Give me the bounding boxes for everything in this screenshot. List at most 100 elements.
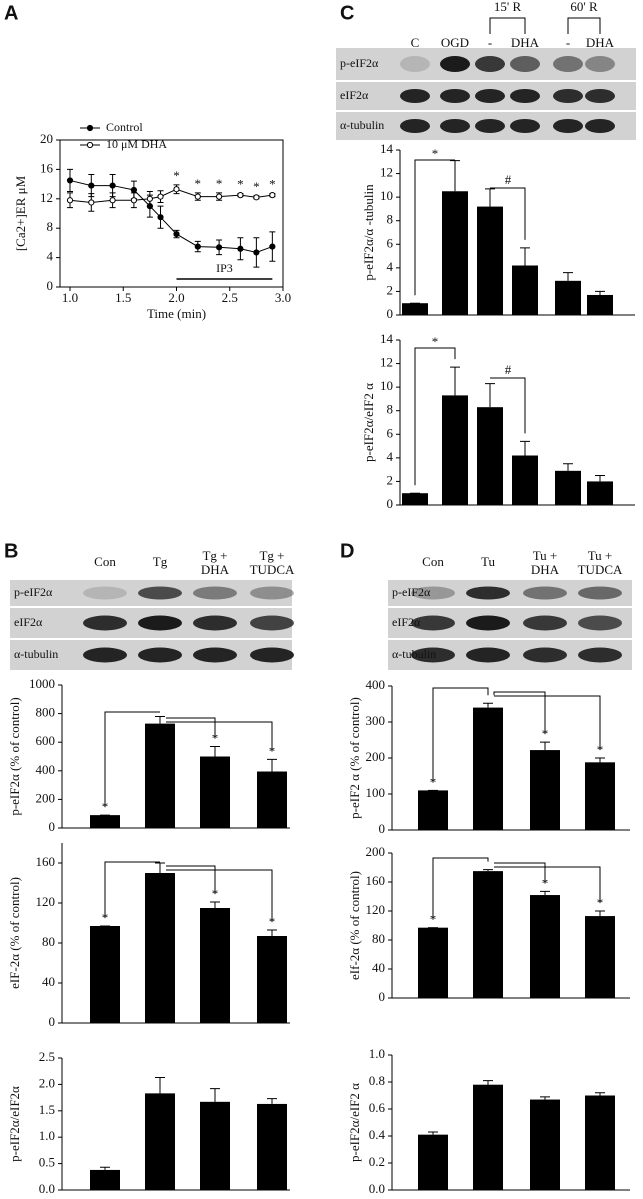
bar bbox=[530, 895, 560, 998]
error-bar bbox=[155, 715, 165, 724]
x-tick-label: 2.5 bbox=[222, 290, 238, 305]
blot-band bbox=[193, 647, 237, 663]
x-tick-label: 1.5 bbox=[115, 290, 131, 305]
y-tick-label: 4 bbox=[387, 259, 394, 274]
bracket bbox=[490, 377, 526, 434]
annotation: * bbox=[195, 176, 202, 191]
blot-band bbox=[83, 586, 127, 600]
blot-band bbox=[138, 647, 182, 663]
lane-label: - bbox=[566, 35, 570, 50]
y-tick-label: 1.0 bbox=[39, 1128, 55, 1143]
point bbox=[66, 177, 74, 184]
y-tick-label: 80 bbox=[42, 934, 55, 949]
y-tick-label: 10 bbox=[380, 188, 393, 203]
point bbox=[216, 193, 223, 200]
y-axis-label: p-eIF2α (% of control) bbox=[7, 697, 22, 815]
y-tick-label: 0.5 bbox=[39, 1155, 55, 1170]
error-bar bbox=[210, 1088, 220, 1102]
blot-band bbox=[250, 586, 294, 600]
annotation: * bbox=[269, 177, 276, 192]
y-tick-label: 14 bbox=[380, 141, 394, 156]
bracket bbox=[414, 347, 456, 486]
legend-label: 10 μM DHA bbox=[106, 137, 167, 151]
blot-band bbox=[440, 89, 470, 103]
blot-band bbox=[250, 647, 294, 663]
blot-row-label: eIF2α bbox=[14, 615, 43, 629]
blot-band bbox=[400, 56, 430, 72]
lane-label: OGD bbox=[441, 35, 469, 50]
bracket bbox=[104, 711, 160, 808]
y-tick-label: 4 bbox=[47, 249, 54, 264]
y-tick-label: 160 bbox=[366, 873, 386, 888]
lane-label: Tu + bbox=[533, 548, 558, 563]
y-tick-label: 0 bbox=[379, 821, 386, 836]
blot-band bbox=[523, 586, 567, 600]
bar bbox=[90, 815, 120, 828]
blot-band bbox=[138, 615, 182, 631]
lane-label: DHA bbox=[531, 562, 560, 577]
point bbox=[216, 244, 223, 251]
error-bar bbox=[267, 758, 277, 772]
bar bbox=[90, 1169, 120, 1190]
point bbox=[173, 186, 180, 193]
y-tick-label: 0 bbox=[387, 306, 394, 321]
bar bbox=[257, 771, 287, 828]
y-axis-label: [Ca2+]ER μM bbox=[13, 175, 28, 251]
x-tick-label: 2.0 bbox=[168, 290, 184, 305]
y-tick-label: 16 bbox=[40, 160, 54, 175]
y-tick-label: 6 bbox=[387, 425, 394, 440]
blot-band bbox=[578, 615, 622, 631]
bracket bbox=[432, 687, 489, 783]
annotation: * bbox=[432, 334, 439, 349]
error-bar bbox=[210, 901, 220, 908]
legend-marker bbox=[86, 141, 94, 149]
bar bbox=[585, 916, 615, 998]
error-bar bbox=[483, 702, 493, 708]
y-tick-label: 4 bbox=[387, 449, 394, 464]
bar bbox=[555, 470, 581, 505]
y-tick-label: 160 bbox=[36, 854, 56, 869]
y-tick-label: 14 bbox=[380, 331, 394, 346]
bar bbox=[145, 723, 175, 828]
y-tick-label: 1.0 bbox=[369, 1046, 385, 1061]
error-bar bbox=[595, 910, 605, 917]
lane-label: Tg bbox=[153, 554, 168, 569]
bracket bbox=[414, 159, 455, 296]
bracket bbox=[493, 691, 546, 735]
blot-band bbox=[440, 56, 470, 72]
blot-band bbox=[466, 586, 510, 600]
y-axis-label: p-eIF2α/eIF2 α bbox=[347, 1083, 362, 1162]
x-tick-label: 3.0 bbox=[275, 290, 291, 305]
group-bracket bbox=[567, 17, 601, 34]
error-bar bbox=[520, 440, 530, 456]
blot-band bbox=[578, 647, 622, 663]
blot-band bbox=[440, 119, 470, 133]
y-axis-label: eIF-2α (% of control) bbox=[7, 877, 22, 989]
lane-label: DHA bbox=[201, 562, 230, 577]
error-bar bbox=[540, 890, 550, 896]
y-tick-label: 0 bbox=[379, 989, 386, 1004]
y-tick-label: 0.8 bbox=[369, 1073, 385, 1088]
point bbox=[253, 194, 260, 201]
blot-band bbox=[411, 647, 455, 663]
bracket bbox=[166, 865, 216, 894]
error-bar bbox=[450, 160, 460, 192]
bar bbox=[555, 280, 581, 315]
y-tick-label: 6 bbox=[387, 235, 394, 250]
panel-letter: D bbox=[340, 540, 354, 562]
blot-row-label: α-tubulin bbox=[392, 647, 436, 661]
bracket bbox=[166, 717, 216, 739]
bar bbox=[442, 191, 468, 315]
annotation: IP3 bbox=[216, 261, 233, 275]
lane-label: DHA bbox=[586, 35, 615, 50]
annotation: # bbox=[505, 362, 512, 377]
point bbox=[253, 249, 260, 256]
y-tick-label: 12 bbox=[380, 165, 393, 180]
bracket bbox=[494, 866, 601, 903]
error-bar bbox=[100, 1166, 110, 1170]
blot-row-label: α-tubulin bbox=[340, 118, 384, 132]
blot-band bbox=[578, 586, 622, 600]
blot-band bbox=[411, 615, 455, 631]
bar bbox=[145, 1093, 175, 1190]
